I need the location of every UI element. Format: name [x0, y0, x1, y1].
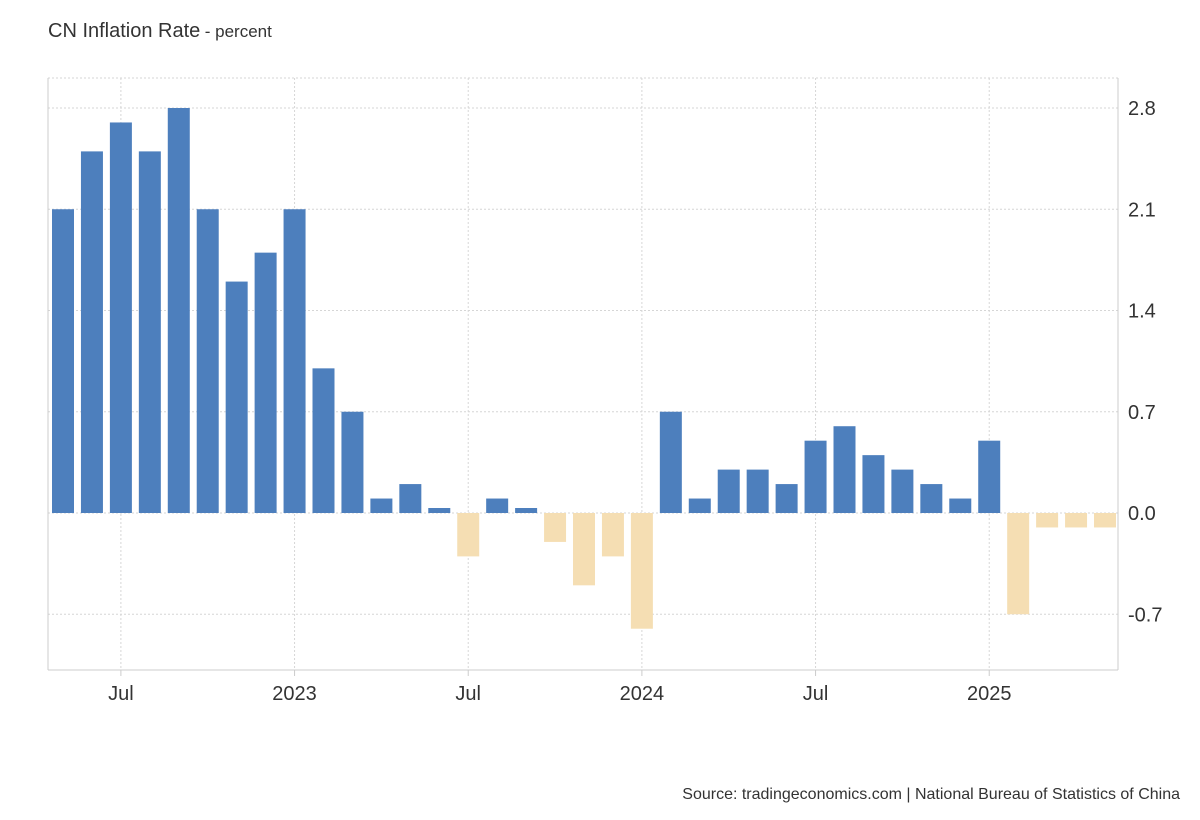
bar-2023-09: [515, 508, 538, 513]
bar-2025-04: [1065, 513, 1088, 528]
bar-2022-05: [52, 209, 74, 513]
bar-2023-01: [283, 209, 306, 513]
chart-title: CN Inflation Rate: [48, 20, 201, 42]
bar-2022-12: [254, 252, 277, 513]
bar-2025-02: [1007, 513, 1030, 615]
y-tick-label: 1.4: [1128, 301, 1156, 323]
bar-2024-12: [949, 498, 972, 513]
y-tick-label: 2.1: [1128, 199, 1156, 221]
bar-2024-09: [862, 455, 885, 513]
bar-2023-08: [486, 498, 509, 513]
bar-2024-01: [630, 513, 653, 629]
bar-2024-02: [659, 411, 682, 513]
x-tick-label: Jul: [108, 683, 134, 705]
bar-2024-04: [717, 469, 740, 513]
bar-2025-05: [1094, 513, 1116, 528]
bar-2024-05: [746, 469, 769, 513]
bar-2024-03: [688, 498, 711, 513]
bar-2023-03: [341, 411, 364, 513]
bar-2022-09: [167, 108, 190, 513]
bar-2024-07: [804, 440, 827, 513]
chart-subtitle: - percent: [204, 22, 272, 41]
source-note: Source: tradingeconomics.com | National …: [682, 786, 1180, 803]
x-tick-label: 2024: [620, 683, 665, 705]
bar-2025-03: [1036, 513, 1059, 528]
bar-2024-10: [891, 469, 914, 513]
y-tick-label: 2.8: [1128, 98, 1156, 120]
x-tick-label: Jul: [455, 683, 481, 705]
bar-2023-10: [544, 513, 567, 542]
bar-2022-08: [138, 151, 161, 513]
y-tick-label: 0.0: [1128, 503, 1156, 525]
bar-2023-06: [428, 508, 451, 513]
bar-2023-11: [573, 513, 595, 586]
x-tick-label: Jul: [803, 683, 829, 705]
bar-2023-04: [370, 498, 393, 513]
bar-2022-07: [109, 122, 132, 513]
bar-2024-11: [920, 484, 943, 513]
x-tick-label: 2025: [967, 683, 1012, 705]
bar-2022-11: [225, 281, 248, 513]
bar-2022-06: [80, 151, 103, 513]
chart-title-area: CN Inflation Rate - percent: [48, 20, 272, 43]
bar-2023-07: [457, 513, 480, 557]
y-tick-label: 0.7: [1128, 402, 1156, 424]
bar-2024-06: [775, 484, 798, 513]
bar-2025-01: [978, 440, 1001, 513]
bar-2024-08: [833, 426, 856, 513]
bar-2023-05: [399, 484, 422, 513]
y-tick-label: -0.7: [1128, 604, 1162, 626]
bar-2023-12: [601, 513, 624, 557]
x-tick-label: 2023: [272, 683, 317, 705]
bar-2023-02: [312, 368, 335, 513]
bar-2022-10: [196, 209, 219, 513]
